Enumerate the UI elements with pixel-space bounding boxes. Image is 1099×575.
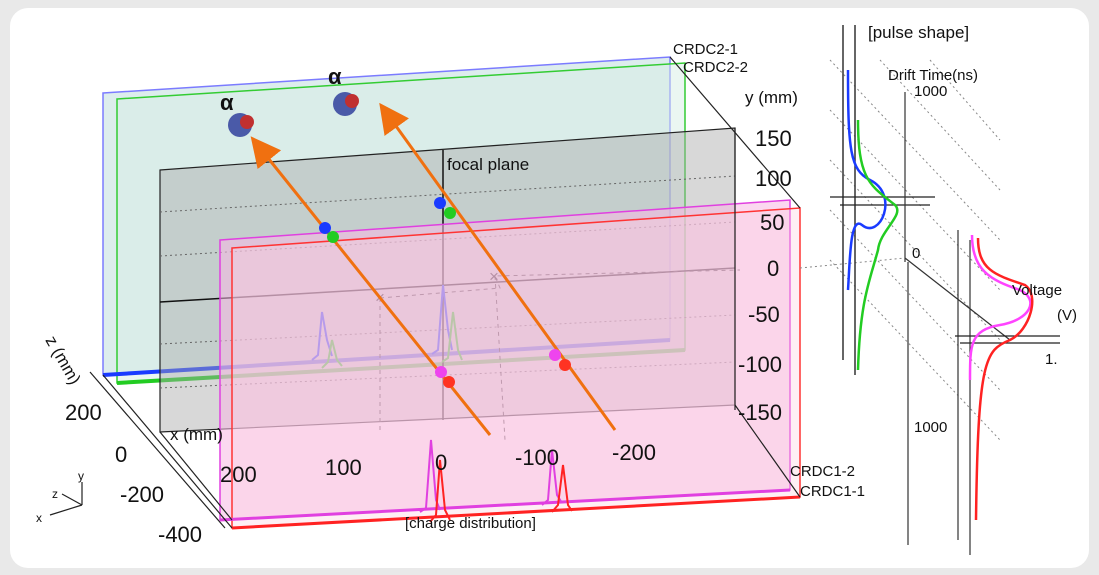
- x-tick: 0: [435, 450, 447, 475]
- x-axis-label: x (mm): [170, 425, 223, 444]
- voltage-label: (V): [1057, 307, 1077, 324]
- hit: [319, 222, 331, 234]
- y-tick: 50: [760, 210, 784, 235]
- z-tick: 0: [115, 442, 127, 467]
- x-tick: 100: [325, 455, 362, 480]
- figure: × ×: [0, 0, 1099, 575]
- x-tick: 200: [220, 462, 257, 487]
- z-tick: -400: [158, 522, 202, 547]
- charge-distribution-label: [charge distribution]: [405, 515, 536, 532]
- detector-label: CRDC1-2: [790, 463, 855, 480]
- y-axis-label: y (mm): [745, 88, 798, 107]
- y-tick: 100: [755, 166, 792, 191]
- y-tick: -150: [738, 400, 782, 425]
- x-tick: -200: [612, 440, 656, 465]
- y-tick: -50: [748, 302, 780, 327]
- crdc1-1-plane: [232, 208, 800, 528]
- z-tick: 200: [65, 400, 102, 425]
- orientation-label: x: [36, 511, 42, 525]
- detector-label: CRDC1-1: [800, 483, 865, 500]
- drift-axis-label: Drift Time(ns): [888, 67, 978, 84]
- alpha-label: α: [220, 90, 234, 115]
- hit: [434, 197, 446, 209]
- alpha-label: α: [328, 64, 342, 89]
- pulse-shape-label: [pulse shape]: [868, 23, 969, 42]
- voltage-tick: 1.: [1045, 351, 1058, 368]
- drift-tick: 1000: [914, 419, 947, 436]
- alpha-ball: [345, 94, 359, 108]
- hit: [435, 366, 447, 378]
- voltage-label: Voltage: [1012, 282, 1062, 299]
- hit: [444, 207, 456, 219]
- detector-label: CRDC2-1: [673, 41, 738, 58]
- hit: [443, 376, 455, 388]
- drift-tick: 0: [912, 245, 920, 262]
- z-tick: -200: [120, 482, 164, 507]
- hit: [549, 349, 561, 361]
- x-tick: -100: [515, 445, 559, 470]
- hit: [559, 359, 571, 371]
- y-tick: 0: [767, 256, 779, 281]
- focal-plane-label: focal plane: [447, 155, 529, 174]
- drift-tick: 1000: [914, 83, 947, 100]
- hit: [327, 231, 339, 243]
- detector-label: CRDC2-2: [683, 59, 748, 76]
- y-tick: 150: [755, 126, 792, 151]
- alpha-ball: [240, 115, 254, 129]
- y-tick: -100: [738, 352, 782, 377]
- orientation-label: z: [52, 487, 58, 501]
- orientation-label: y: [78, 469, 84, 483]
